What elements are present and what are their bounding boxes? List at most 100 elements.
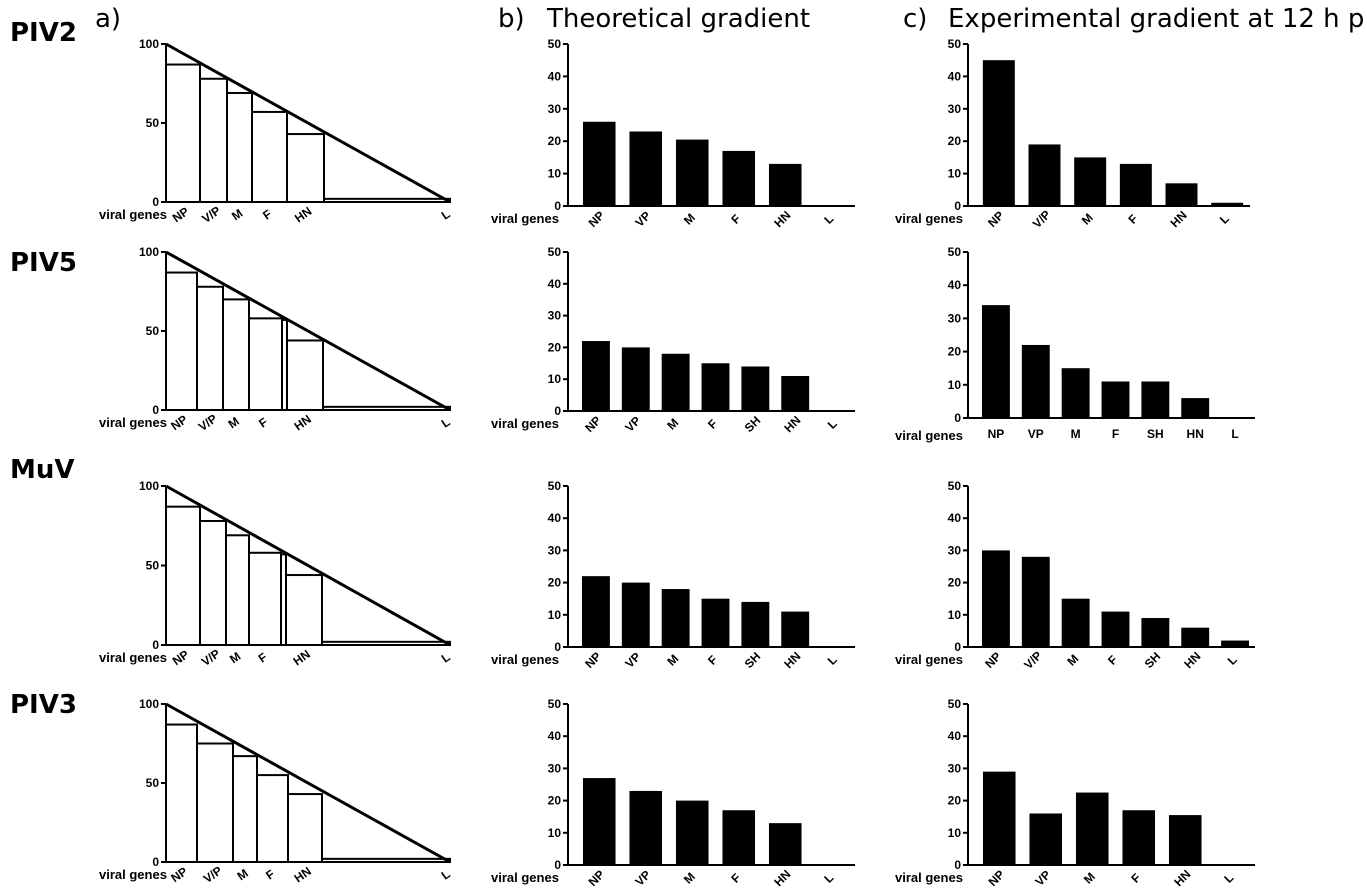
piv3-a-bar bbox=[287, 793, 323, 863]
piv2-b-y-tick-label: 10 bbox=[548, 167, 562, 181]
muv-b-bar bbox=[781, 611, 810, 647]
piv2-b-bar bbox=[582, 121, 616, 206]
piv2-c-bar bbox=[1119, 163, 1152, 206]
column-label-c-letter: c) bbox=[903, 4, 928, 34]
piv5-b-x-axis-label: viral genes bbox=[491, 416, 559, 431]
muv-b-category-label: F bbox=[705, 653, 720, 668]
muv-b-y-tick-label: 10 bbox=[548, 608, 562, 622]
piv5-b-bar bbox=[581, 341, 610, 411]
muv-c-category-label: V/P bbox=[1021, 648, 1045, 672]
piv2-b-category-label: F bbox=[728, 212, 743, 227]
row-label-piv3: PIV3 bbox=[10, 690, 77, 720]
piv5-c-bar bbox=[1061, 368, 1090, 418]
piv3-c-y-tick-label: 40 bbox=[948, 729, 962, 743]
piv5-c-y-tick-label: 50 bbox=[948, 245, 962, 259]
piv3-c-category-label: NP bbox=[986, 867, 1008, 889]
muv-c-y-tick-label: 0 bbox=[954, 640, 961, 654]
piv5-c-y-tick-label: 40 bbox=[948, 278, 962, 292]
piv3-a-category-label: NP bbox=[168, 864, 190, 885]
muv-c-category-label: M bbox=[1064, 652, 1081, 669]
piv5-b-y-tick-label: 40 bbox=[548, 277, 562, 291]
piv5-a-bar bbox=[322, 405, 451, 411]
piv2-c-bar bbox=[1211, 202, 1244, 206]
column-label-b-title: Theoretical gradient bbox=[547, 4, 811, 34]
piv5-c-bar bbox=[1181, 398, 1210, 418]
muv-b-y-tick-label: 20 bbox=[548, 576, 562, 590]
muv-c-bar bbox=[1181, 627, 1210, 647]
muv-c-bar bbox=[1021, 556, 1050, 647]
piv5-a-bar bbox=[196, 285, 224, 412]
piv2-b-y-tick-label: 20 bbox=[548, 134, 562, 148]
piv2-a-category-label: L bbox=[439, 207, 453, 223]
piv3-a-bar bbox=[196, 742, 234, 863]
piv2-c-category-label: F bbox=[1125, 212, 1140, 227]
piv3-c-bar bbox=[1215, 864, 1249, 865]
piv5-c-y-tick-label: 20 bbox=[948, 345, 962, 359]
piv2-b-bar bbox=[768, 163, 802, 206]
piv5-a-diagonal-line bbox=[165, 250, 451, 412]
column-label-b-letter: b) bbox=[498, 4, 525, 34]
piv5-c-category-label: L bbox=[1231, 427, 1238, 441]
piv3-c-category-label: VP bbox=[1032, 868, 1053, 889]
piv5-a-category-label: F bbox=[256, 415, 270, 431]
piv3-a-x-axis-label: viral genes bbox=[99, 867, 167, 882]
muv-a-category-label: HN bbox=[291, 647, 313, 668]
piv3-c-y-tick-label: 10 bbox=[948, 826, 962, 840]
muv-a-bar bbox=[248, 551, 282, 647]
muv-c-bar bbox=[1101, 611, 1130, 647]
piv2-b-bar bbox=[629, 131, 663, 206]
piv2-a-y-tick-label: 50 bbox=[146, 116, 160, 130]
piv2-b-category-label: VP bbox=[632, 209, 653, 230]
piv2-a-category-label: V/P bbox=[199, 203, 223, 226]
piv3-b-x-axis-label: viral genes bbox=[491, 870, 559, 885]
piv3-a-bar bbox=[321, 857, 451, 864]
piv5-b-y-tick-label: 0 bbox=[554, 404, 561, 418]
piv2-a-y-tick-label: 100 bbox=[139, 37, 159, 51]
piv5-b-category-label: L bbox=[825, 417, 840, 432]
muv-b-y-tick-label: 0 bbox=[554, 640, 561, 654]
piv2-a-bar bbox=[165, 63, 201, 204]
piv2-b-bar bbox=[675, 139, 709, 206]
piv5-b-category-label: F bbox=[705, 417, 720, 432]
piv5-c-x-axis-label: viral genes bbox=[895, 428, 963, 443]
piv5-c-category-label: M bbox=[1071, 427, 1081, 441]
piv5-b-y-tick-label: 10 bbox=[548, 372, 562, 386]
piv2-c-y-tick-label: 30 bbox=[948, 102, 962, 116]
piv3-a-bar bbox=[232, 755, 258, 864]
piv2-b-category-label: NP bbox=[586, 208, 608, 230]
piv2-a-bar bbox=[323, 197, 451, 203]
piv5-a-category-label: M bbox=[226, 414, 242, 431]
piv3-b-y-tick-label: 10 bbox=[548, 826, 562, 840]
muv-b-bar bbox=[621, 582, 650, 647]
piv2-b-y-tick-label: 0 bbox=[554, 199, 561, 213]
piv2-b-category-label: L bbox=[821, 212, 836, 227]
piv3-c-bar bbox=[1075, 792, 1109, 865]
piv3-b-y-tick-label: 20 bbox=[548, 794, 562, 808]
piv3-b-bar bbox=[582, 778, 616, 865]
piv2-c-y-tick-label: 40 bbox=[948, 69, 962, 83]
muv-c-category-label: L bbox=[1225, 653, 1240, 668]
muv-a-category-label: M bbox=[227, 649, 243, 666]
row-label-piv2: PIV2 bbox=[10, 18, 77, 48]
muv-b-y-tick-label: 50 bbox=[548, 479, 562, 493]
piv2-a-bar bbox=[199, 77, 228, 203]
piv3-a-y-tick-label: 0 bbox=[152, 855, 159, 869]
muv-c-y-tick-label: 20 bbox=[948, 576, 962, 590]
muv-b-x-axis-label: viral genes bbox=[491, 652, 559, 667]
muv-c-x-axis-label: viral genes bbox=[895, 652, 963, 667]
piv3-c-x-axis-label: viral genes bbox=[895, 870, 963, 885]
column-label-c-title: Experimental gradient at 12 h p.i. bbox=[948, 4, 1367, 34]
piv5-c-category-label: F bbox=[1112, 427, 1119, 441]
piv5-c-y-tick-label: 10 bbox=[948, 378, 962, 392]
piv2-b-category-label: HN bbox=[771, 208, 793, 230]
piv3-c-category-label: L bbox=[1221, 871, 1236, 886]
piv3-a-category-label: V/P bbox=[201, 863, 225, 886]
piv5-c-bar bbox=[1141, 381, 1170, 418]
muv-c-category-label: F bbox=[1105, 653, 1120, 668]
muv-a-bar bbox=[225, 534, 250, 646]
piv2-b-y-tick-label: 50 bbox=[548, 37, 562, 51]
muv-c-category-label: SH bbox=[1142, 649, 1164, 671]
muv-a-category-label: F bbox=[256, 650, 270, 666]
muv-b-category-label: HN bbox=[781, 649, 803, 671]
piv2-c-y-tick-label: 50 bbox=[948, 37, 962, 51]
